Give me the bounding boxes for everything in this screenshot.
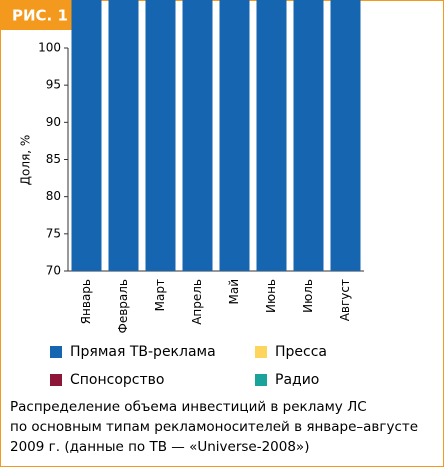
legend-swatch [255,374,267,386]
legend-label: Прямая ТВ-реклама [70,344,216,360]
legend-label: Радио [275,372,319,388]
legend-swatch [50,374,62,386]
bar-segment [108,0,139,271]
x-tick-label: Июнь [264,279,278,313]
y-tick-label: 70 [46,264,61,278]
x-tick-label: Март [153,279,167,311]
y-tick-label: 85 [46,152,61,166]
caption-line: по основным типам рекламоносителей в янв… [10,419,418,435]
y-tick-label: 75 [46,226,61,240]
x-tick-label: Апрель [190,279,204,325]
bar-segment [182,0,213,271]
x-tick-label: Август [338,279,352,321]
bar-segment [145,0,176,271]
x-tick-label: Январь [79,279,93,324]
bar-segment [71,0,102,272]
y-tick-label: 90 [46,115,61,129]
legend-swatch [255,346,267,358]
caption-line: 2009 г. (данные по ТВ — «Universe-2008») [10,439,309,455]
x-tick-label: Май [227,279,241,305]
y-tick-label: 80 [46,189,61,203]
y-axis-label: Доля, % [19,135,33,186]
figure-label: РИС. 1 [12,7,68,25]
legend-label: Пресса [275,344,327,360]
y-tick-label: 95 [46,78,61,92]
x-tick-label: Февраль [116,279,130,334]
bar-segment [330,0,361,271]
caption-line: Распределение объема инвестиций в реклам… [10,399,367,415]
legend-label: Спонсорство [70,372,164,388]
x-tick-label: Июль [301,279,315,313]
y-tick-label: 100 [38,41,61,55]
legend-swatch [50,346,62,358]
bar-segment [256,0,287,271]
bar-segment [219,0,250,271]
bar-segment [293,0,324,271]
